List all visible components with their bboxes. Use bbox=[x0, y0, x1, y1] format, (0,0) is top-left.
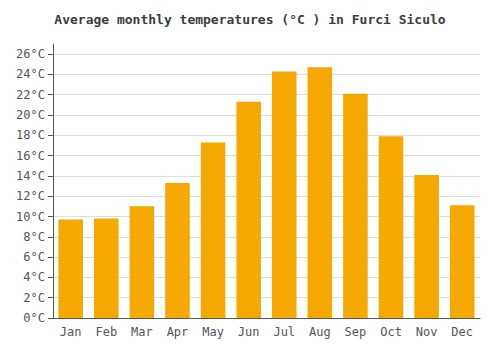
svg-text:Dec: Dec bbox=[451, 325, 473, 339]
svg-text:12°C: 12°C bbox=[16, 189, 45, 203]
svg-text:Jan: Jan bbox=[60, 325, 82, 339]
svg-text:Mar: Mar bbox=[131, 325, 153, 339]
svg-text:Nov: Nov bbox=[416, 325, 438, 339]
svg-text:16°C: 16°C bbox=[16, 149, 45, 163]
svg-text:20°C: 20°C bbox=[16, 108, 45, 122]
svg-text:0°C: 0°C bbox=[23, 311, 45, 325]
svg-text:6°C: 6°C bbox=[23, 250, 45, 264]
svg-text:24°C: 24°C bbox=[16, 67, 45, 81]
svg-text:Apr: Apr bbox=[167, 325, 189, 339]
svg-text:Aug: Aug bbox=[309, 325, 331, 339]
svg-text:Oct: Oct bbox=[380, 325, 402, 339]
svg-text:10°C: 10°C bbox=[16, 210, 45, 224]
svg-text:22°C: 22°C bbox=[16, 88, 45, 102]
svg-text:8°C: 8°C bbox=[23, 230, 45, 244]
svg-text:2°C: 2°C bbox=[23, 291, 45, 305]
svg-text:Jul: Jul bbox=[273, 325, 295, 339]
svg-text:18°C: 18°C bbox=[16, 128, 45, 142]
svg-text:Sep: Sep bbox=[345, 325, 367, 339]
svg-text:May: May bbox=[202, 325, 224, 339]
svg-text:14°C: 14°C bbox=[16, 169, 45, 183]
svg-text:Feb: Feb bbox=[95, 325, 117, 339]
svg-text:4°C: 4°C bbox=[23, 270, 45, 284]
svg-text:Average monthly temperatures (: Average monthly temperatures (°C ) in Fu… bbox=[54, 12, 446, 27]
svg-text:26°C: 26°C bbox=[16, 47, 45, 61]
svg-text:Jun: Jun bbox=[238, 325, 260, 339]
